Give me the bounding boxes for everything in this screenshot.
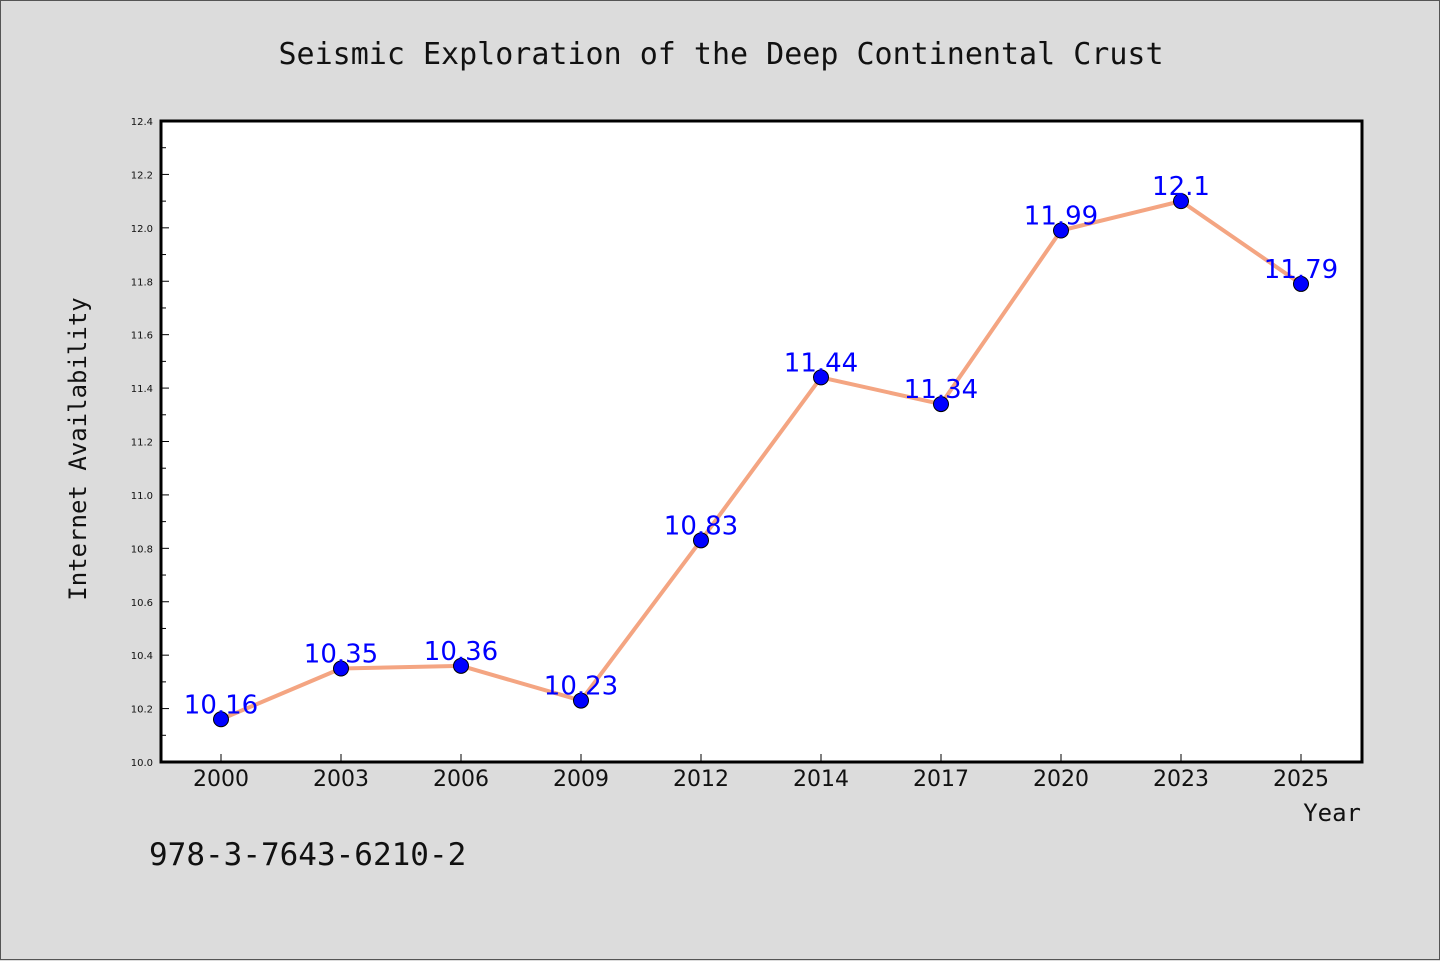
data-point xyxy=(1053,222,1069,239)
x-tick-label: 2020 xyxy=(1033,767,1089,792)
data-label: 10.16 xyxy=(184,690,258,720)
y-axis: 10.0 10.2 10.4 10.6 10.8 11.0 11.2 11.4 11.6 11.8… xyxy=(131,117,169,769)
data-point xyxy=(693,532,709,549)
data-point xyxy=(333,660,349,677)
data-point xyxy=(933,396,949,413)
x-tick-label: 2023 xyxy=(1153,767,1209,792)
x-tick-label: 2017 xyxy=(913,767,969,792)
x-tick-label: 2025 xyxy=(1273,767,1329,792)
chart-title: Seismic Exploration of the Deep Continen… xyxy=(278,37,1163,72)
y-tick-label: 11.2 xyxy=(131,438,153,449)
y-axis-title: Internet Availability xyxy=(64,297,92,600)
x-tick-label: 2006 xyxy=(433,767,489,792)
x-tick-label: 2014 xyxy=(793,767,849,792)
x-tick-label: 2003 xyxy=(313,767,369,792)
y-tick-label: 11.0 xyxy=(131,491,153,502)
y-tick-label: 12.4 xyxy=(131,117,153,128)
data-label: 11.44 xyxy=(784,348,858,378)
data-label: 11.99 xyxy=(1024,202,1098,232)
x-tick-label: 2000 xyxy=(193,767,249,792)
data-point xyxy=(573,692,589,709)
y-tick-label: 10.4 xyxy=(131,651,153,662)
data-label: 12.1 xyxy=(1152,172,1210,202)
y-tick-label: 10.6 xyxy=(131,598,153,609)
data-label: 10.35 xyxy=(304,640,378,670)
x-tick-label: 2012 xyxy=(673,767,729,792)
y-tick-label: 11.8 xyxy=(131,277,153,288)
data-point xyxy=(213,711,229,728)
x-axis-title: Year xyxy=(1303,799,1361,827)
y-tick-label: 12.2 xyxy=(131,170,153,181)
data-label: 10.36 xyxy=(424,637,498,667)
data-point xyxy=(1173,193,1189,210)
x-axis: 2000 2003 2006 2009 2012 2014 2017 2020 2023 2025 xyxy=(193,754,1329,792)
data-point xyxy=(1293,275,1309,292)
series-line xyxy=(220,199,1303,722)
y-tick-label: 11.4 xyxy=(131,384,153,395)
x-tick-label: 2009 xyxy=(553,767,609,792)
data-label: 10.83 xyxy=(664,511,738,541)
plot-area xyxy=(159,119,1364,764)
isbn-text: 978-3-7643-6210-2 xyxy=(149,837,466,873)
y-tick-label: 12.0 xyxy=(131,224,153,235)
data-label: 11.34 xyxy=(904,375,978,405)
y-tick-label: 11.6 xyxy=(131,331,153,342)
data-label: 11.79 xyxy=(1264,255,1338,285)
y-tick-label: 10.8 xyxy=(131,544,153,555)
series-layer: 10.16 10.35 10.36 10.23 10.83 11.44 11.34 11.99… xyxy=(184,172,1338,728)
data-label: 10.23 xyxy=(544,672,618,702)
y-tick-label: 10.2 xyxy=(131,705,153,716)
y-tick-label: 10.0 xyxy=(131,758,153,769)
data-point xyxy=(453,657,469,674)
data-point xyxy=(813,369,829,386)
